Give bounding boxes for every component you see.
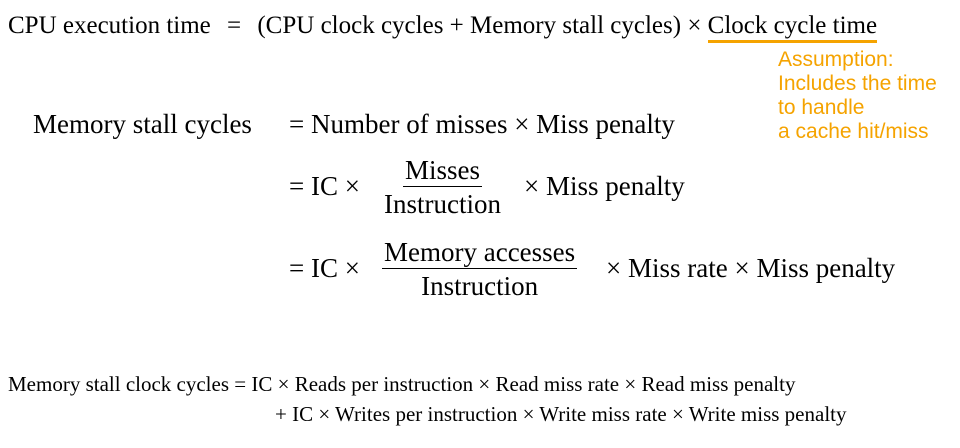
equals-sign: =	[227, 12, 242, 39]
fraction-numerator: Memory accesses	[382, 237, 578, 269]
memory-stall-lhs: Memory stall cycles	[33, 109, 252, 139]
note-line: a cache hit/miss	[778, 120, 929, 143]
cpu-time-rhs: (CPU clock cycles + Memory stall cycles)…	[257, 12, 702, 39]
memory-stall-clock-cycles-line-1: Memory stall clock cycles = IC × Reads p…	[8, 372, 796, 396]
misses-per-instruction-fraction: Misses Instruction	[382, 154, 503, 221]
cpu-time-equation: CPU execution time = (CPU clock cycles +…	[8, 12, 878, 43]
memory-stall-row-1: = Number of misses × Miss penalty	[289, 109, 675, 139]
note-line: Includes the time	[778, 72, 937, 95]
note-line: Assumption:	[778, 48, 894, 71]
memory-stall-row-3-suffix: × Miss rate × Miss penalty	[606, 253, 896, 283]
note-line: to handle	[778, 96, 865, 119]
fraction-numerator: Misses	[402, 155, 482, 187]
memory-stall-row-2-suffix: × Miss penalty	[524, 171, 685, 201]
fraction-denominator: Instruction	[421, 271, 539, 301]
memory-accesses-per-instruction-fraction: Memory accesses Instruction	[382, 236, 578, 303]
fraction-denominator: Instruction	[384, 189, 501, 219]
memory-stall-row-2-prefix: = IC ×	[289, 171, 360, 201]
cpu-time-lhs: CPU execution time	[8, 12, 211, 39]
clock-cycle-time-term: Clock cycle time	[707, 12, 878, 43]
memory-stall-row-3-prefix: = IC ×	[289, 253, 360, 283]
memory-stall-clock-cycles-line-2: + IC × Writes per instruction × Write mi…	[275, 402, 847, 426]
assumption-note: Assumption: Includes the time to handle …	[778, 48, 960, 144]
